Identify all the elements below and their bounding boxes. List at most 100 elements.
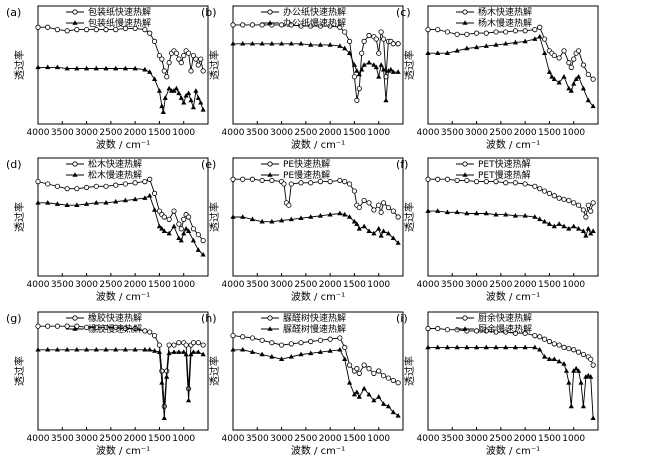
data-point-triangle [164,374,170,379]
legend-label: 办公纸慢速热解 [283,17,346,29]
data-point-circle [512,180,519,186]
chart-panel-1: (a) 透过率 4000 3500 3000 2500 2000 1500 1000 波数 / c… [6,5,209,151]
data-point-circle [171,342,177,348]
data-point-triangle [240,214,246,219]
data-point-triangle [354,389,360,395]
plot-frame [427,311,599,431]
data-point-triangle [249,216,256,222]
x-tick-label: 2000 [124,128,147,138]
data-point-triangle [190,104,197,110]
data-point-circle [361,362,367,368]
data-point-circle [361,197,367,204]
data-point-circle [585,202,591,208]
data-point-circle [161,403,167,409]
data-point-circle [376,202,382,208]
x-tick-label: 3500 [246,434,269,444]
data-point-triangle [454,209,460,215]
data-point-circle [532,183,538,189]
data-point-circle [571,200,577,206]
data-point-triangle [378,233,384,238]
data-point-circle [366,366,372,372]
data-point-circle [308,23,314,29]
data-point-circle [483,30,489,36]
chart-panel-5: (e) 透过率 4000 3500 3000 2500 2000 1500 1000 波数 / c… [201,157,404,303]
data-point-triangle [162,95,168,100]
data-point-circle [288,22,294,28]
data-point-triangle [64,202,70,207]
data-point-circle [473,179,480,185]
data-point-circle [541,336,548,342]
data-point-circle [35,179,41,185]
data-point-triangle [198,99,204,105]
data-point-circle [93,26,99,33]
data-point-triangle [588,230,594,236]
data-point-circle [298,180,304,186]
data-point-circle [200,68,206,74]
x-tick-label: 1000 [562,434,585,444]
data-point-circle [522,330,528,336]
data-point-circle [361,38,367,45]
data-point-triangle [503,211,509,217]
data-point-circle [156,342,163,348]
data-point-triangle [74,346,80,352]
data-point-circle [537,334,543,340]
data-point-triangle [473,210,480,216]
data-point-circle [83,184,90,191]
x-tick-label: 2000 [514,434,537,444]
data-point-triangle [230,40,236,46]
data-point-triangle [371,62,377,67]
data-point-triangle [278,356,285,361]
series-line-2 [233,43,399,101]
x-axis-label: 波数 / cm⁻¹ [96,138,150,151]
data-point-triangle [373,64,379,70]
data-point-circle [147,30,153,36]
data-point-circle [385,375,392,381]
x-tick-label: 2500 [99,280,122,290]
data-point-triangle [395,69,401,74]
data-point-circle [103,26,109,33]
data-point-triangle [103,200,109,205]
legend-marker-triangle [462,20,468,25]
x-tick-label: 4000 [222,434,245,444]
chart-panel-8: (h) 透过率 4000 3500 3000 2500 2000 1500 1000 波数 / c… [201,311,404,457]
data-point-triangle [390,235,396,241]
data-point-triangle [103,346,109,352]
x-tick-label: 1500 [538,280,561,290]
x-tick-label: 4000 [27,128,50,138]
data-point-triangle [580,228,587,233]
series-line-2 [428,346,594,419]
data-point-circle [64,28,70,34]
data-point-triangle [156,88,163,93]
data-point-circle [176,221,182,227]
data-point-circle [151,38,158,45]
data-point-triangle [551,76,557,81]
data-point-triangle [546,69,553,74]
x-tick-label: 2500 [99,128,122,138]
series-line-2 [428,36,594,107]
data-point-circle [132,325,138,332]
data-point-circle [240,334,246,340]
data-point-triangle [45,346,51,352]
data-point-triangle [454,48,460,53]
data-point-triangle [183,351,189,357]
data-point-circle [371,370,377,376]
data-point-triangle [385,230,392,236]
data-point-triangle [473,44,480,50]
x-tick-label: 2500 [294,434,317,444]
data-point-circle [308,180,314,186]
data-point-circle [444,327,451,333]
data-point-circle [103,324,109,330]
data-point-triangle [337,346,343,352]
data-point-triangle [230,214,236,219]
data-point-circle [278,342,285,348]
data-point-circle [371,207,377,213]
data-point-triangle [171,88,177,93]
plot-frame [232,311,404,431]
data-point-circle [278,22,285,28]
series-line-2 [233,213,399,244]
data-point-circle [185,50,192,56]
x-tick-label: 1000 [562,280,585,290]
data-point-circle [173,50,180,56]
legend-marker-circle [267,315,273,321]
data-point-triangle [151,348,158,353]
